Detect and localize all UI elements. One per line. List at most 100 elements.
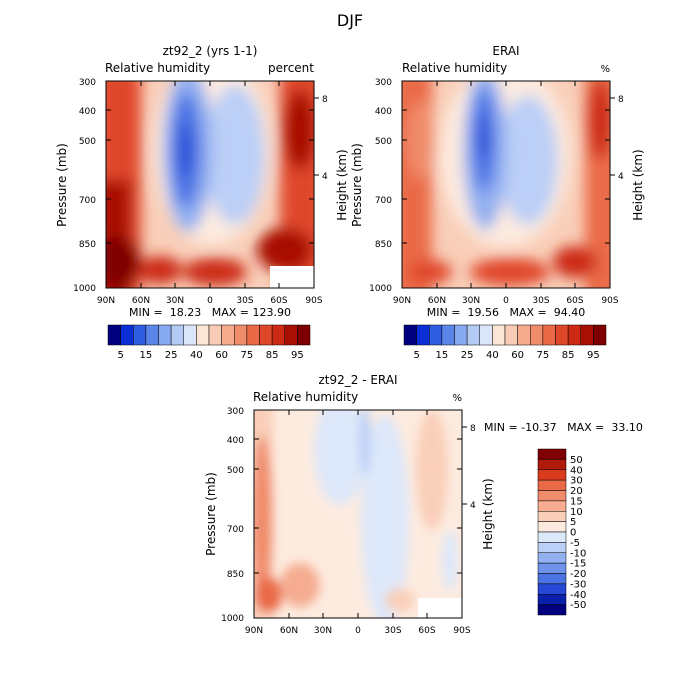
contour-field [106, 81, 314, 288]
axis-ticks: 300 400 500 700 850 1000 90N 60N 30N 0 3… [73, 78, 328, 306]
colorbar-swatch [580, 324, 594, 346]
y-tick-label: 300 [79, 78, 96, 88]
x-tick-label: 90N [393, 296, 411, 306]
colorbar-swatch [537, 573, 567, 585]
axis-ticks: 300 400 500 700 850 1000 90N 60N 30N 0 3… [221, 407, 476, 636]
colorbar-swatch [170, 324, 184, 346]
colorbar-label: 60 [511, 350, 524, 361]
panel-subtitle: Relative humidity [402, 61, 507, 75]
colorbar-label: -5 [570, 538, 580, 549]
stats-text: MIN = -10.37 MAX = 33.10 [484, 421, 643, 434]
colorbar-swatch [234, 324, 248, 346]
colorbar-swatch [183, 324, 197, 346]
x-tick-label: 30S [384, 626, 401, 636]
colorbar-swatch [271, 324, 285, 346]
y-tick-label: 700 [375, 196, 392, 206]
x-tick-label: 60S [418, 626, 435, 636]
colorbar-label: 75 [241, 350, 254, 361]
colorbar-swatch [555, 324, 569, 346]
x-tick-label: 30N [314, 626, 332, 636]
colorbar-swatch [537, 562, 567, 574]
y2-tick-label: 8 [470, 424, 476, 434]
x-tick-label: 60N [280, 626, 298, 636]
panel-units: percent [268, 61, 314, 75]
colorbar-swatch [537, 511, 567, 522]
colorbar-swatch [537, 500, 567, 512]
x-tick-label: 90N [245, 626, 263, 636]
colorbar-swatch [567, 324, 581, 346]
colorbar-label: 5 [413, 350, 419, 361]
colorbar-swatch [537, 469, 567, 481]
y-tick-label: 400 [375, 107, 392, 117]
panel-title: zt92_2 (yrs 1-1) [163, 44, 258, 58]
y2-tick-label: 8 [618, 95, 624, 105]
y-tick-label: 1000 [369, 284, 392, 294]
colorbar-swatch [537, 604, 567, 616]
colorbar-label: 95 [587, 350, 600, 361]
y-tick-label: 400 [79, 107, 96, 117]
x-tick-label: 30N [166, 296, 184, 306]
panel-title: ERAI [492, 44, 519, 58]
colorbar-swatch [530, 324, 544, 346]
colorbar-swatch [107, 324, 121, 346]
colorbar-swatch [158, 324, 172, 346]
colorbar-swatch [145, 324, 159, 346]
colorbar-swatch [504, 324, 518, 346]
colorbar-swatch [537, 531, 567, 543]
colorbar-swatch [593, 324, 607, 346]
colorbar-swatch [542, 324, 556, 346]
y2-tick-label: 4 [322, 172, 328, 182]
y-tick-label: 300 [375, 78, 392, 88]
colorbar-label: -40 [570, 590, 586, 601]
panel-erai: ERAI Relative humidity % 300 4 [350, 44, 645, 361]
y-tick-label: 500 [79, 137, 96, 147]
panel-units: % [600, 64, 610, 75]
colorbar-label: 50 [570, 455, 583, 466]
colorbar-swatch [479, 324, 493, 346]
colorbar-label: -50 [570, 600, 586, 611]
colorbar-swatch [537, 594, 567, 605]
colorbar-swatch [537, 479, 567, 491]
y-axis-label: Pressure (mb) [55, 143, 69, 227]
colorbar-swatch [492, 324, 506, 346]
panel-subtitle: Relative humidity [105, 61, 210, 75]
y-tick-label: 700 [79, 196, 96, 206]
x-tick-label: 90S [305, 296, 322, 306]
colorbar-swatch [284, 324, 298, 346]
y2-tick-label: 4 [618, 172, 624, 182]
colorbar-swatch [297, 324, 311, 346]
y-axis-label: Pressure (mb) [350, 143, 364, 227]
colorbar-swatch [133, 324, 147, 346]
x-tick-label: 30N [462, 296, 480, 306]
colorbar-label: 5 [570, 517, 576, 528]
x-tick-label: 60N [132, 296, 150, 306]
x-tick-label: 0 [503, 296, 509, 306]
x-tick-label: 60S [270, 296, 287, 306]
colorbar-label: 85 [562, 350, 575, 361]
colorbar-swatch [517, 324, 531, 346]
x-tick-label: 0 [207, 296, 213, 306]
colorbar-label: 15 [140, 350, 153, 361]
colorbar-label: 0 [570, 528, 576, 539]
colorbar-swatch [454, 324, 468, 346]
y2-tick-label: 4 [470, 501, 476, 511]
panel-model: zt92_2 (yrs 1-1) Relative humidity perce… [55, 44, 349, 361]
colorbar-swatch [537, 448, 567, 460]
colorbar-swatch [416, 324, 430, 346]
colorbar-swatch [120, 324, 134, 346]
colorbar-swatch [537, 542, 567, 553]
colorbar-label: 40 [190, 350, 203, 361]
colorbar: 5 15 25 40 60 75 85 95 [403, 324, 607, 361]
colorbar-label: 20 [570, 486, 583, 497]
colorbar-label: 5 [117, 350, 123, 361]
x-tick-label: 90S [453, 626, 470, 636]
colorbar-swatch [466, 324, 480, 346]
colorbar-label: 95 [291, 350, 304, 361]
y-tick-label: 1000 [221, 614, 244, 624]
colorbar-label: 15 [570, 496, 583, 507]
colorbar-swatch [221, 324, 235, 346]
colorbar-swatch [429, 324, 443, 346]
y-tick-label: 400 [227, 436, 244, 446]
